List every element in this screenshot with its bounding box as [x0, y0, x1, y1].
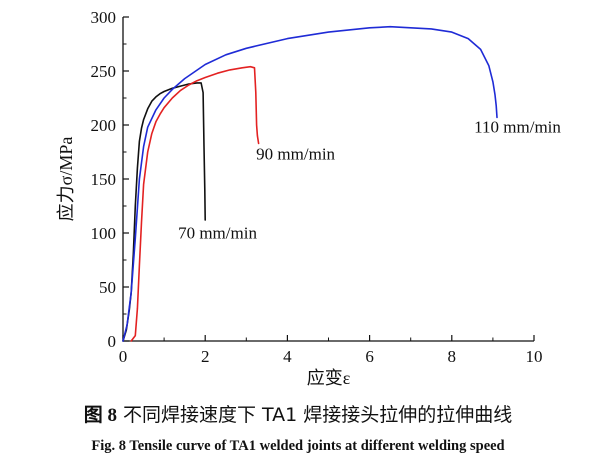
stress-strain-chart: 0 50 100 150 200 250 300 0 2 4 6 8 10 110 mm/min 90 m…	[56, 8, 561, 388]
series-annotation: 90 mm/min	[256, 145, 335, 164]
chart-axes: 0 50 100 150 200 250 300 0 2 4 6 8 10	[91, 8, 543, 366]
figure-caption-en: Fig. 8 Tensile curve of TA1 welded joint…	[91, 438, 505, 454]
y-tick-label: 300	[91, 8, 117, 27]
y-tick-label: 150	[91, 170, 117, 189]
y-tick-label: 200	[91, 116, 117, 135]
x-tick-label: 8	[448, 347, 457, 366]
x-tick-label: 2	[201, 347, 210, 366]
chart-annotations: 110 mm/min 90 mm/min 70 mm/min	[178, 118, 561, 243]
series-line-90-mm-min	[130, 65, 260, 342]
series-annotation: 70 mm/min	[178, 223, 257, 242]
y-axis-title: 应力σ/MPa	[56, 137, 76, 222]
y-tick-label: 100	[91, 224, 117, 243]
series-line-70-mm-min	[122, 82, 206, 342]
x-axis-title: 应变ε	[307, 368, 351, 388]
x-tick-label: 4	[283, 347, 292, 366]
series-line-110-mm-min	[122, 25, 498, 342]
y-tick-label: 250	[91, 62, 117, 81]
series-annotation: 110 mm/min	[474, 118, 561, 137]
figure-number-cn: 图 8	[83, 405, 117, 426]
y-tick-label: 50	[99, 278, 116, 297]
x-tick-label: 0	[119, 347, 128, 366]
figure-caption-cn-text: 不同焊接速度下 TA1 焊接接头拉伸的拉伸曲线	[123, 404, 513, 426]
y-tick-label: 0	[108, 332, 117, 351]
figure-caption-cn: 图 8 不同焊接速度下 TA1 焊接接头拉伸的拉伸曲线	[0, 400, 596, 427]
x-tick-label: 6	[365, 347, 374, 366]
chart-series	[122, 25, 498, 342]
x-tick-label: 10	[526, 347, 543, 366]
